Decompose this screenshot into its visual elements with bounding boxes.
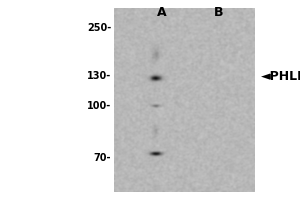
Text: 130-: 130- xyxy=(87,71,111,81)
Text: 250-: 250- xyxy=(87,23,111,33)
Text: ◄PHLPP2: ◄PHLPP2 xyxy=(261,70,300,82)
Text: A: A xyxy=(157,6,167,19)
Text: B: B xyxy=(214,6,224,19)
Text: 100-: 100- xyxy=(87,101,111,111)
Text: 70-: 70- xyxy=(94,153,111,163)
